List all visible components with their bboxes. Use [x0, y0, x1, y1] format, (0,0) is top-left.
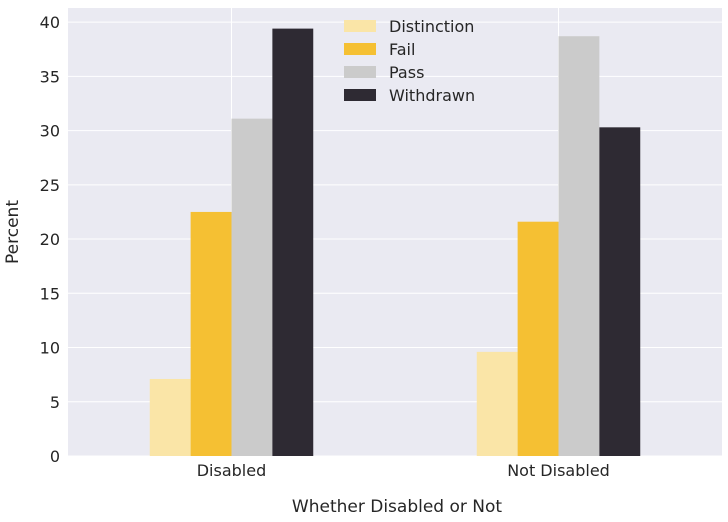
legend-swatch [344, 66, 376, 78]
y-tick-label: 10 [40, 339, 60, 358]
legend-label: Distinction [389, 17, 474, 36]
legend-swatch [344, 43, 376, 55]
bars [149, 28, 641, 457]
bar-withdrawn-not-disabled [599, 127, 641, 457]
x-tick-label: Not Disabled [507, 461, 610, 480]
y-axis-label: Percent [3, 200, 23, 264]
legend-label: Pass [389, 63, 424, 82]
bar-withdrawn-disabled [272, 28, 314, 456]
bar-fail-not-disabled [517, 221, 559, 456]
bar-distinction-disabled [149, 378, 191, 456]
y-tick-label: 35 [40, 67, 60, 86]
bar-pass-disabled [231, 118, 273, 456]
legend: Distinction Fail Pass Withdrawn [344, 17, 475, 105]
y-tick-label: 15 [40, 284, 60, 303]
bar-distinction-not-disabled [476, 351, 518, 456]
y-tick-label: 20 [40, 230, 60, 249]
y-tick-label: 0 [50, 447, 60, 466]
y-tick-labels: 0 5 10 15 20 25 30 35 40 [40, 13, 60, 466]
y-tick-label: 30 [40, 122, 60, 141]
legend-label: Fail [389, 40, 415, 59]
y-tick-label: 25 [40, 176, 60, 195]
legend-swatch [344, 89, 376, 101]
y-tick-label: 40 [40, 13, 60, 32]
bar-pass-not-disabled [558, 36, 600, 456]
y-tick-label: 5 [50, 393, 60, 412]
x-tick-labels: Disabled Not Disabled [197, 461, 610, 480]
legend-swatch [344, 20, 376, 32]
legend-label: Withdrawn [389, 86, 475, 105]
x-tick-label: Disabled [197, 461, 267, 480]
bar-fail-disabled [190, 211, 232, 456]
x-axis-label: Whether Disabled or Not [292, 497, 503, 517]
